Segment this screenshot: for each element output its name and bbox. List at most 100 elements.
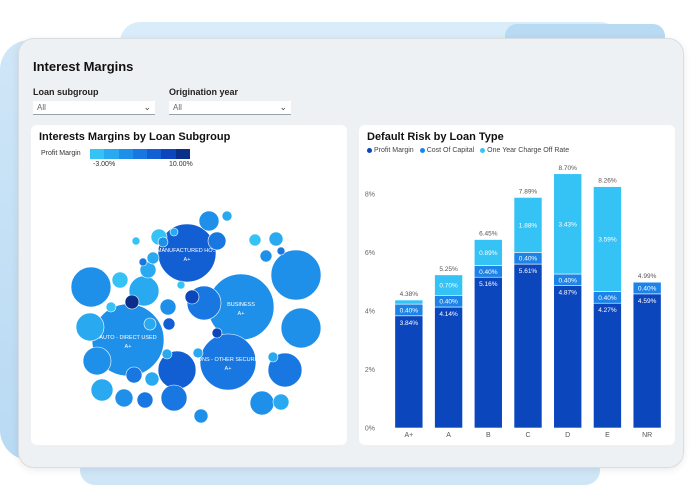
bubble[interactable] [280,307,322,349]
bubble[interactable] [136,391,154,409]
bubble-chart[interactable]: MANUFACTURED HO... A+ BUSINESS A+ AUTO -… [31,125,347,445]
data-label: 0.40% [519,256,538,263]
chevron-down-icon: ⌄ [143,102,151,112]
bubble-label: BUSINESS [227,302,255,308]
bubble[interactable] [105,301,117,313]
bubble[interactable] [160,384,188,412]
bubble-grade: A+ [238,311,245,317]
bubble-grade: A+ [184,257,191,263]
bubble-label: MANUFACTURED HO... [157,248,218,254]
bubble[interactable] [146,251,160,265]
bubble[interactable] [176,280,186,290]
gradient-legend-bar [90,149,190,159]
bubble[interactable] [248,233,262,247]
bubble[interactable] [199,333,257,391]
bar-chart-card[interactable]: Default Risk by Loan Type Profit Margin … [359,125,675,445]
legend-marker [480,148,486,153]
total-label: 6.45% [479,231,498,238]
bubble-label: AUTO - DIRECT USED [99,335,156,341]
gradient-legend-swatch [90,149,105,159]
legend-item-cost-of-capital[interactable]: Cost Of Capital [419,147,474,154]
bubble[interactable] [70,266,112,308]
bar-segment[interactable] [593,302,622,429]
bubble[interactable] [276,246,286,256]
bubble[interactable] [159,298,177,316]
bubble[interactable] [114,388,134,408]
x-tick-label: NR [642,432,652,439]
bubble[interactable] [211,327,223,339]
bubble[interactable] [272,393,290,411]
bubble[interactable] [90,378,114,402]
legend-item-profit-margin[interactable]: Profit Margin [367,147,414,154]
bubble[interactable] [82,346,112,376]
bar-segment[interactable] [434,306,463,429]
total-label: 8.26% [598,178,617,185]
bar-segment[interactable] [473,239,503,266]
bar-segment[interactable] [553,285,583,429]
bubble[interactable] [138,257,148,267]
loan-subgroup-value: All [37,103,46,112]
bubble[interactable] [144,371,160,387]
bubble[interactable] [267,352,303,388]
bubble[interactable] [124,294,140,310]
total-label: 7.89% [519,188,538,195]
bubble[interactable] [157,236,169,248]
bar-segment[interactable] [513,197,543,253]
report-canvas: Interest Margins Loan subgroup All ⌄ Ori… [18,38,684,468]
bubble[interactable] [157,223,217,283]
legend-item-charge-off-rate[interactable]: One Year Charge Off Rate [480,147,569,154]
origination-year-dropdown[interactable]: All ⌄ [169,101,291,115]
bubble[interactable] [249,390,275,416]
origination-year-slicer: Origination year All ⌄ [169,87,291,115]
bubble[interactable] [75,312,105,342]
data-label: 4.87% [558,290,577,297]
bubble-grade: A+ [225,366,232,372]
bubble[interactable] [169,227,179,237]
y-tick-label: 4% [365,309,375,316]
bubble[interactable] [111,271,129,289]
bubble[interactable] [267,351,279,363]
bubble[interactable] [131,236,141,246]
bar-segment[interactable] [434,274,463,296]
y-tick-label: 8% [365,192,375,199]
gradient-legend-swatch [132,149,148,159]
stacked-bar-chart[interactable]: 0% 2% 4% 6% 8% 3.84% 0.40% 4.38% A+ 4.14% 0.40% 0.7… [359,125,675,445]
bubble[interactable] [193,408,209,424]
bar-segment[interactable] [632,293,662,429]
bar-segment[interactable] [553,173,583,275]
bar-segment[interactable] [394,315,424,429]
x-tick-label: A [446,432,451,439]
bubble-chart-card[interactable]: Interests Margins by Loan Subgroup Profi… [31,125,347,445]
origination-year-label: Origination year [169,87,239,97]
bubble[interactable] [192,347,204,359]
bubble[interactable] [125,366,143,384]
bar-segment[interactable] [394,299,424,305]
legend-label: One Year Charge Off Rate [487,147,570,154]
bubble[interactable] [143,317,157,331]
bubble[interactable] [259,249,273,263]
gradient-legend-max: 10.00% [169,161,193,168]
bubble-label: CONS - OTHER SECURED [194,357,262,363]
bubble[interactable] [268,231,284,247]
bubble[interactable] [221,210,233,222]
loan-subgroup-dropdown[interactable]: All ⌄ [33,101,155,115]
bubble[interactable] [270,249,322,301]
gradient-legend-min: -3.00% [93,161,116,168]
data-label: 3.59% [598,237,617,244]
bar-segment[interactable] [632,281,662,295]
data-label: 0.40% [439,299,458,306]
data-label: 0.40% [558,277,577,284]
bubble[interactable] [162,317,176,331]
bubble[interactable] [184,289,200,305]
gradient-legend-title: Profit Margin [41,150,81,157]
bar-segment[interactable] [593,186,622,292]
bubble[interactable] [198,210,220,232]
bubble[interactable] [161,348,173,360]
legend-marker [419,148,425,153]
bubble[interactable] [207,231,227,251]
gradient-legend-swatch [104,149,119,159]
bubble-chart-title: Interests Margins by Loan Subgroup [39,131,231,143]
bar-segment[interactable] [513,263,543,429]
bar-segment[interactable] [473,276,503,429]
data-label: 4.27% [598,307,617,314]
